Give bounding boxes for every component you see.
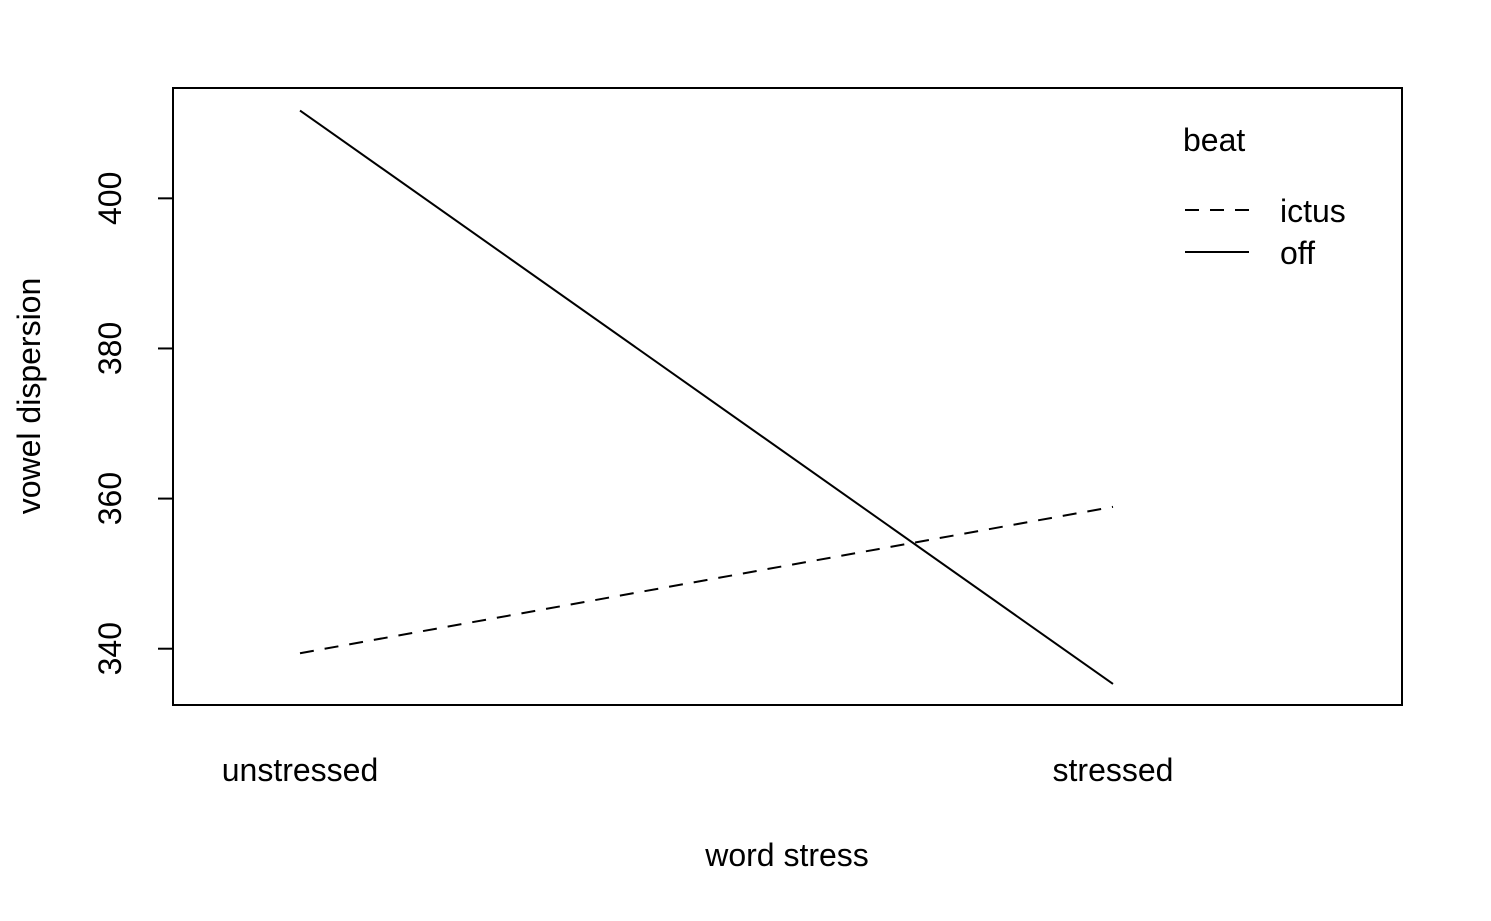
y-axis-title: vowel dispersion <box>11 278 47 515</box>
legend-label-off: off <box>1280 235 1315 271</box>
series-line-off <box>299 109 1114 685</box>
legend-title: beat <box>1183 122 1245 158</box>
plot-frame <box>172 87 1403 706</box>
legend: beat ictus off <box>1183 122 1346 271</box>
y-tick-label-340: 340 <box>92 622 128 675</box>
x-tick-label-stressed: stressed <box>1053 752 1174 788</box>
y-axis: 340 360 380 400 <box>92 172 173 675</box>
legend-label-ictus: ictus <box>1280 193 1346 229</box>
x-tick-labels: unstressed stressed <box>222 752 1174 788</box>
y-tick-label-400: 400 <box>92 172 128 225</box>
x-tick-label-unstressed: unstressed <box>222 752 379 788</box>
y-tick-label-360: 360 <box>92 472 128 525</box>
x-axis-title: word stress <box>704 837 869 873</box>
y-tick-label-380: 380 <box>92 322 128 375</box>
series-layer <box>299 109 1114 685</box>
series-line-ictus <box>299 505 1114 655</box>
